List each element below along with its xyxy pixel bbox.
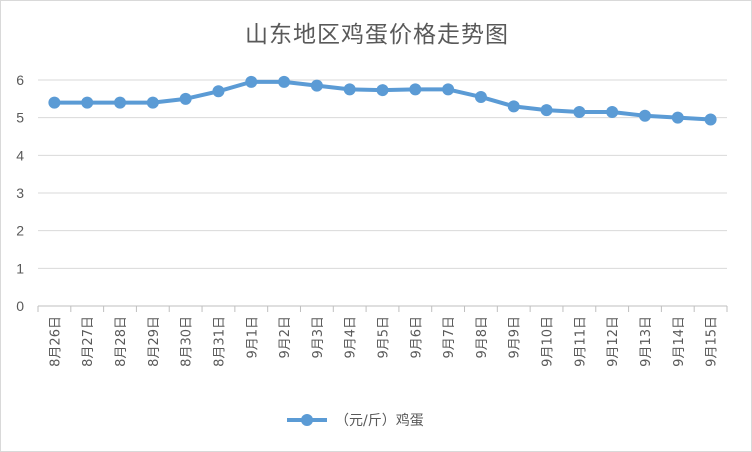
data-point (245, 75, 258, 88)
x-tick-label: 9月6日 (409, 316, 424, 359)
y-tick-label: 3 (16, 185, 24, 201)
x-tick-label: 8月26日 (48, 316, 63, 367)
x-tick-label: 9月9日 (508, 316, 523, 359)
data-point (507, 100, 520, 113)
x-tick-label: 9月5日 (377, 316, 392, 359)
y-tick-label: 4 (16, 147, 24, 163)
data-point (409, 83, 422, 96)
x-tick-label: 9月14日 (672, 316, 687, 367)
data-point (81, 96, 94, 109)
chart-title: 山东地区鸡蛋价格走势图 (245, 22, 509, 48)
data-point (573, 106, 586, 119)
y-tick-label: 5 (16, 110, 24, 126)
x-tick-label: 9月4日 (344, 316, 359, 359)
x-tick-label: 8月29日 (147, 316, 162, 367)
data-point (671, 111, 684, 124)
data-point (606, 106, 619, 119)
x-tick-label: 9月11日 (573, 316, 588, 367)
x-tick-label: 9月1日 (245, 316, 260, 359)
data-point (638, 109, 651, 122)
x-tick-label: 9月7日 (442, 316, 457, 359)
x-tick-label: 9月2日 (278, 316, 293, 359)
y-tick-label: 2 (16, 223, 24, 239)
legend-label: （元/斤）鸡蛋 (335, 412, 424, 429)
x-tick-label: 9月13日 (639, 316, 654, 367)
data-point (442, 83, 455, 96)
data-point (343, 83, 356, 96)
legend-marker (301, 414, 313, 426)
data-point (212, 85, 225, 98)
x-tick-label: 9月12日 (606, 316, 621, 367)
x-tick-label: 8月28日 (114, 316, 129, 367)
data-point (179, 92, 192, 105)
data-point (704, 113, 717, 126)
y-tick-label: 6 (16, 72, 24, 88)
x-tick-label: 9月8日 (475, 316, 490, 359)
y-tick-label: 0 (16, 298, 24, 314)
y-tick-label: 1 (16, 260, 24, 276)
data-point (48, 96, 61, 109)
x-tick-label: 8月30日 (180, 316, 195, 367)
x-tick-label: 9月15日 (705, 316, 720, 367)
data-point (114, 96, 127, 109)
data-point (540, 104, 553, 117)
legend: （元/斤）鸡蛋 (287, 412, 424, 429)
x-tick-label: 9月3日 (311, 316, 326, 359)
data-point (376, 84, 389, 97)
data-point (146, 96, 159, 109)
data-point (310, 79, 323, 92)
data-point (474, 90, 487, 103)
x-tick-label: 8月31日 (212, 316, 227, 367)
x-tick-label: 8月27日 (81, 316, 96, 367)
x-tick-label: 9月10日 (541, 316, 556, 367)
data-point (278, 75, 291, 88)
